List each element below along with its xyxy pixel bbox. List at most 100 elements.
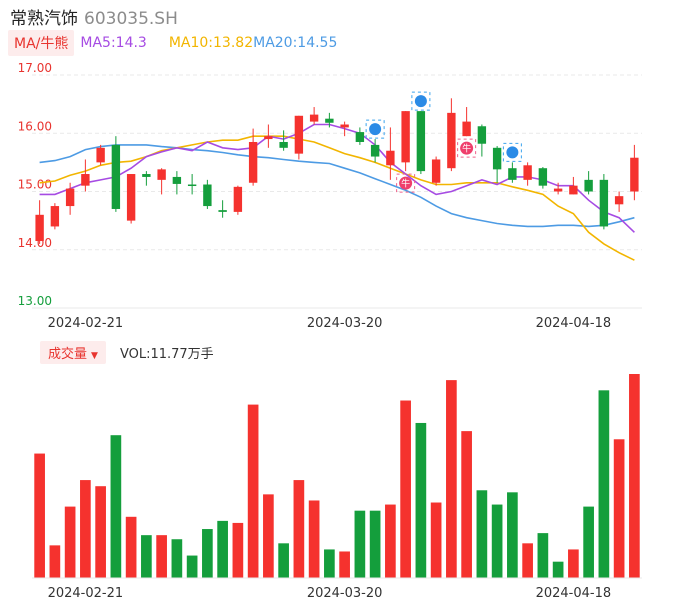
candle-body: [508, 168, 517, 180]
candle-body: [172, 176, 182, 184]
candle-body: [492, 147, 502, 170]
candle-body: [142, 174, 151, 177]
signal-frame: [411, 91, 431, 111]
signal-dot: [369, 123, 382, 136]
candle: [355, 127, 365, 145]
volume-bar: [552, 561, 564, 578]
date-tick-label: 2024-03-20: [307, 316, 383, 331]
candle: [523, 162, 532, 186]
volume-bar: [110, 435, 122, 578]
candle: [462, 107, 471, 137]
volume-date-tick-label: 2024-04-18: [536, 586, 612, 601]
volume-bar: [34, 453, 45, 578]
ma20-label: MA20:14.55: [253, 35, 338, 51]
candle: [477, 124, 487, 157]
candle-body: [264, 136, 273, 140]
ma10-line: [39, 135, 635, 261]
candle-body: [279, 141, 288, 148]
volume-bar: [339, 551, 350, 578]
candle-body: [203, 184, 212, 207]
ma-legend: MA/牛熊 MA5:14.3 MA10:13.82 MA20:14.55: [8, 30, 337, 56]
price-tick-label: 15.00: [18, 178, 52, 192]
candle: [233, 185, 243, 215]
signal-dot: [414, 95, 427, 108]
candle: [614, 191, 624, 212]
volume-bar: [446, 380, 457, 578]
candle-body: [248, 141, 258, 183]
candle-body: [294, 115, 304, 154]
ma-mode-button[interactable]: MA/牛熊: [8, 30, 75, 56]
candle-body: [96, 147, 105, 163]
stock-name: 常熟汽饰: [10, 9, 78, 29]
volume-bar: [125, 516, 137, 578]
volume-bar: [324, 549, 335, 578]
volume-bar: [186, 555, 198, 578]
volume-bar: [415, 422, 427, 578]
volume-bar: [156, 535, 167, 578]
candle: [294, 115, 304, 160]
volume-bar: [568, 549, 579, 578]
volume-bar: [278, 543, 289, 578]
volume-bar: [293, 480, 305, 578]
volume-bar: [308, 500, 320, 578]
candle-body: [50, 206, 60, 227]
volume-bar: [629, 374, 640, 578]
signal-frame: [365, 119, 385, 139]
volume-indicator-button[interactable]: 成交量 ▼: [40, 340, 106, 364]
candle: [584, 171, 593, 195]
candle-body: [538, 168, 548, 186]
candle: [96, 144, 105, 166]
candle-body: [553, 188, 563, 192]
candle: [401, 111, 410, 172]
ma5-line: [39, 123, 635, 233]
candle: [492, 146, 502, 183]
volume-value: VOL:11.77万手: [119, 346, 214, 362]
candle: [203, 179, 212, 209]
candle-body: [569, 185, 578, 195]
candle: [279, 130, 288, 151]
volume-bar: [202, 529, 213, 578]
volume-bar: [507, 492, 518, 578]
signal-dot: [460, 141, 474, 155]
candle: [325, 112, 334, 128]
candle-body: [65, 188, 75, 207]
ma5-label: MA5:14.3: [80, 35, 147, 51]
candle: [35, 200, 44, 244]
date-tick-label: 2024-02-21: [48, 316, 124, 331]
candle: [81, 159, 90, 192]
volume-bar: [476, 490, 488, 578]
candle: [172, 171, 182, 195]
volume-chart: 2024-02-21 2024-03-20 2024-04-18: [32, 374, 642, 601]
candle: [187, 174, 197, 195]
candle-body: [584, 179, 593, 192]
candle: [599, 174, 609, 230]
volume-bar: [263, 494, 274, 578]
volume-bar: [49, 545, 61, 578]
signal-dot: [506, 146, 519, 159]
volume-bar: [171, 539, 183, 578]
candle: [340, 121, 349, 137]
signal-dot: [399, 176, 413, 190]
candle: [508, 162, 517, 183]
candle: [370, 139, 380, 163]
volume-bar: [491, 504, 503, 578]
candle-body: [111, 144, 121, 209]
bear-signal-icon: [502, 142, 522, 162]
candle-body: [370, 144, 380, 157]
signal-frame: [457, 138, 477, 158]
candle: [431, 156, 441, 186]
volume-legend: 成交量 ▼ VOL:11.77万手: [40, 340, 214, 364]
candle: [157, 168, 166, 195]
candle: [142, 171, 151, 186]
ma20-line: [39, 144, 635, 228]
candle: [218, 200, 227, 218]
bull-signal-icon: 牛: [396, 173, 416, 193]
candle-body: [599, 179, 609, 227]
candle-body: [416, 111, 426, 172]
candle: [386, 127, 395, 180]
candle-body: [233, 186, 243, 212]
candle: [126, 174, 136, 224]
candle: [111, 136, 121, 212]
ma10-label: MA10:13.82: [168, 35, 254, 51]
candle-body: [386, 150, 395, 166]
